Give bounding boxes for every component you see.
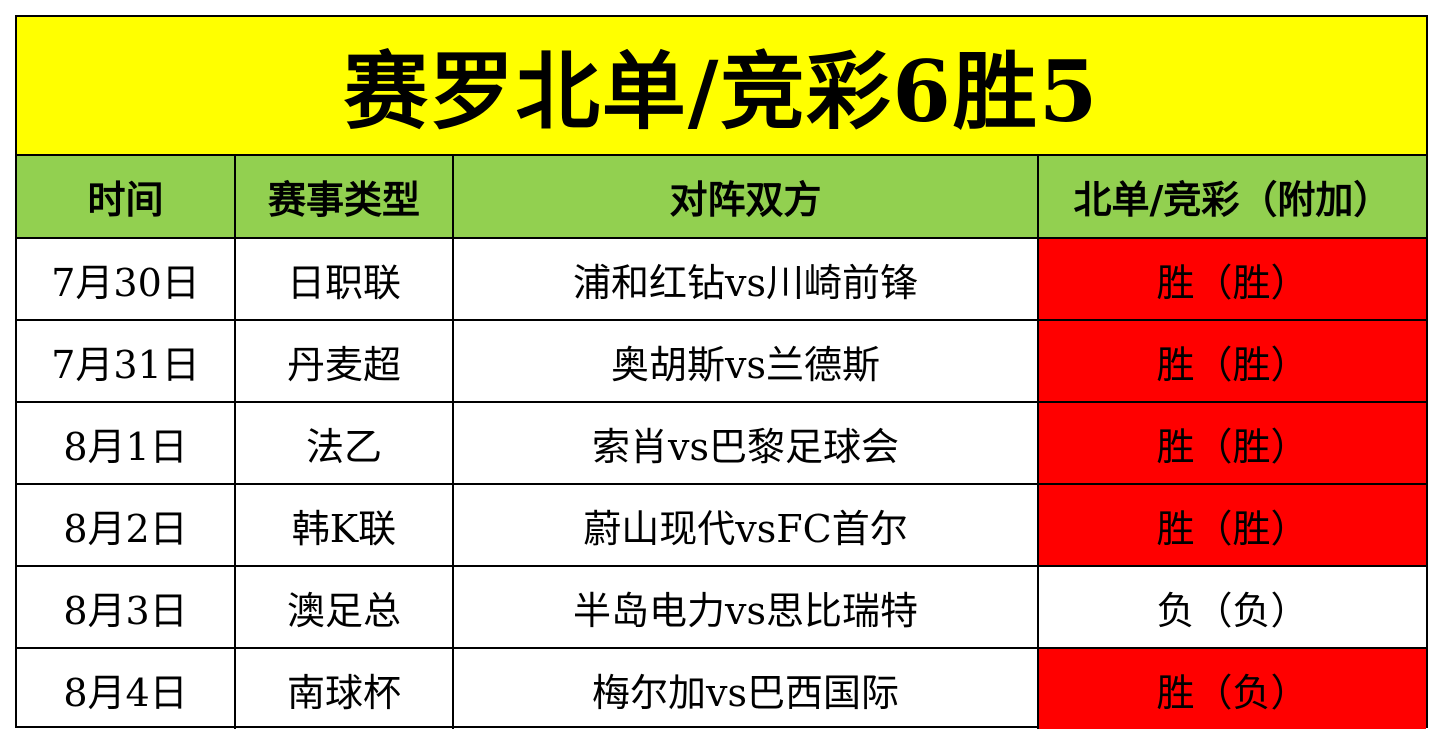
cell-date: 8月4日 bbox=[17, 647, 236, 729]
cell-date: 7月30日 bbox=[17, 237, 236, 321]
cell-result: 胜（胜） bbox=[1037, 319, 1426, 403]
table-row: 8月3日 澳足总 半岛电力vs思比瑞特 负（负） bbox=[17, 565, 1426, 649]
table-row: 7月31日 丹麦超 奥胡斯vs兰德斯 胜（胜） bbox=[17, 319, 1426, 403]
cell-date: 8月1日 bbox=[17, 401, 236, 485]
cell-match: 半岛电力vs思比瑞特 bbox=[452, 565, 1039, 649]
cell-match: 浦和红钻vs川崎前锋 bbox=[452, 237, 1039, 321]
table-row: 8月2日 韩K联 蔚山现代vsFC首尔 胜（胜） bbox=[17, 483, 1426, 567]
cell-result: 胜（胜） bbox=[1037, 401, 1426, 485]
header-league: 赛事类型 bbox=[234, 156, 454, 239]
cell-match: 奥胡斯vs兰德斯 bbox=[452, 319, 1039, 403]
cell-league: 南球杯 bbox=[234, 647, 454, 729]
cell-league: 丹麦超 bbox=[234, 319, 454, 403]
cell-date: 7月31日 bbox=[17, 319, 236, 403]
cell-result: 胜（胜） bbox=[1037, 237, 1426, 321]
header-row: 时间 赛事类型 对阵双方 北单/竞彩（附加） bbox=[17, 156, 1426, 239]
cell-league: 法乙 bbox=[234, 401, 454, 485]
table-row: 8月1日 法乙 索肖vs巴黎足球会 胜（胜） bbox=[17, 401, 1426, 485]
cell-match: 蔚山现代vsFC首尔 bbox=[452, 483, 1039, 567]
header-match: 对阵双方 bbox=[452, 156, 1039, 239]
table-row: 7月30日 日职联 浦和红钻vs川崎前锋 胜（胜） bbox=[17, 237, 1426, 321]
header-date: 时间 bbox=[17, 156, 236, 239]
cell-result: 胜（负） bbox=[1037, 647, 1426, 729]
cell-result: 负（负） bbox=[1037, 565, 1426, 649]
cell-league: 日职联 bbox=[234, 237, 454, 321]
header-result: 北单/竞彩（附加） bbox=[1037, 156, 1426, 239]
cell-match: 索肖vs巴黎足球会 bbox=[452, 401, 1039, 485]
cell-match: 梅尔加vs巴西国际 bbox=[452, 647, 1039, 729]
table-row: 8月4日 南球杯 梅尔加vs巴西国际 胜（负） bbox=[17, 647, 1426, 729]
results-sheet: 赛罗北单/竞彩6胜5 时间 赛事类型 对阵双方 北单/竞彩（附加） 7月30日 … bbox=[15, 15, 1428, 729]
cell-league: 澳足总 bbox=[234, 565, 454, 649]
sheet-title: 赛罗北单/竞彩6胜5 bbox=[17, 17, 1426, 156]
cell-date: 8月2日 bbox=[17, 483, 236, 567]
results-table: 时间 赛事类型 对阵双方 北单/竞彩（附加） 7月30日 日职联 浦和红钻vs川… bbox=[17, 156, 1426, 729]
cell-league: 韩K联 bbox=[234, 483, 454, 567]
cell-date: 8月3日 bbox=[17, 565, 236, 649]
cell-result: 胜（胜） bbox=[1037, 483, 1426, 567]
